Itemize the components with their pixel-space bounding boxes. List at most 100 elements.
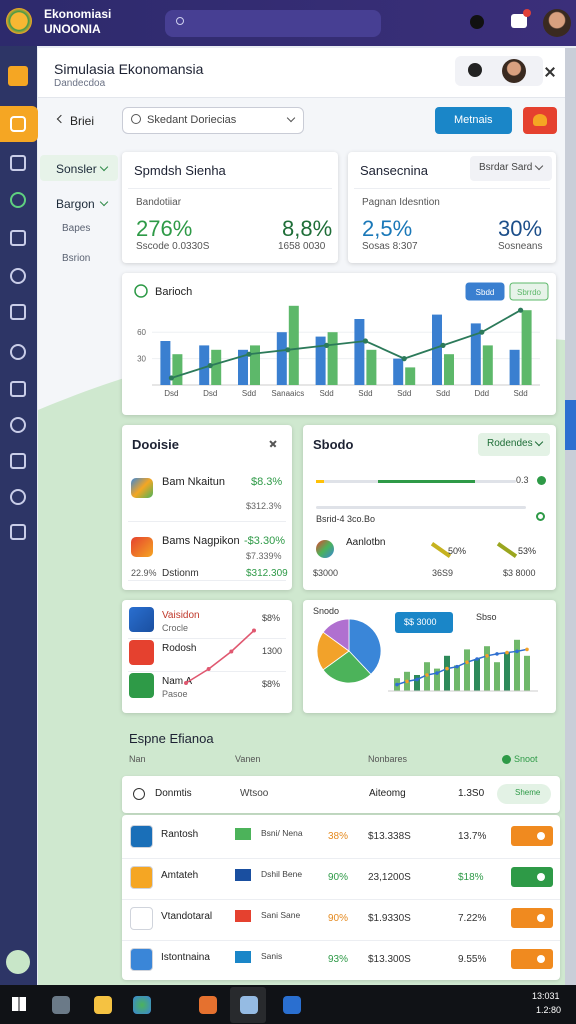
search-box[interactable] [165, 10, 381, 37]
notify-icon[interactable] [511, 14, 527, 28]
cell: 90% [328, 913, 349, 924]
bar [482, 345, 493, 385]
action-button-text[interactable]: Metnais [454, 114, 493, 126]
settings-menu[interactable] [478, 433, 550, 456]
cell: $1.9330S [368, 913, 411, 924]
trend-line [171, 309, 522, 379]
kpi-note: Sosas 8:307 [362, 241, 418, 252]
line [185, 629, 255, 684]
chart [316, 618, 382, 684]
sidebar-icon[interactable] [10, 230, 26, 246]
line-point [206, 667, 211, 671]
slider-label: Bsrid-4 3co.Bo [316, 514, 376, 524]
card-title: Sbodo [313, 437, 354, 452]
sidebar-icon[interactable] [10, 453, 26, 469]
chart: Barioch Sbdd Sbrrdo 30 60 Dsd Dsd Sdd Sanaaics Sd… [134, 282, 549, 398]
scrollbar [565, 48, 576, 985]
cell: Dshil Bene [261, 869, 303, 879]
back-link[interactable]: Briei [70, 114, 95, 128]
line-point [168, 375, 174, 381]
avatar[interactable] [543, 9, 571, 37]
sidebar-icon[interactable] [10, 381, 26, 397]
line-point [479, 329, 485, 335]
sidebar-icon[interactable] [10, 155, 26, 171]
taskbar-app[interactable] [133, 996, 151, 1014]
search-icon [176, 17, 184, 25]
row-icon [130, 866, 153, 889]
bar [521, 310, 532, 385]
row-icon [129, 640, 154, 665]
subnav-item[interactable]: Bsrion [62, 253, 91, 264]
row-action[interactable] [511, 826, 553, 846]
subnav-item[interactable]: Bapes [62, 223, 91, 234]
slider-knob[interactable] [537, 476, 546, 485]
select-box[interactable] [122, 107, 304, 134]
summary-chip[interactable] [497, 784, 551, 804]
sidebar-icon[interactable] [10, 304, 26, 320]
summary-chip-text[interactable]: Sheme [515, 788, 541, 797]
line-point [415, 677, 419, 682]
section-title: Espne Efianoa [129, 731, 214, 746]
settings-menu-text[interactable]: Rodendes [487, 438, 533, 449]
row-action-icon [537, 955, 545, 963]
row-name: Nam A [162, 676, 193, 687]
line-point [324, 342, 330, 348]
row-icon [130, 948, 153, 971]
row-icon [131, 537, 153, 557]
filter-label[interactable]: Snoot [514, 754, 538, 764]
subnav-item[interactable]: Sonsler [56, 162, 97, 176]
taskbar-app[interactable] [52, 996, 70, 1014]
kpi-menu[interactable] [470, 156, 552, 181]
bar [172, 354, 183, 385]
action-button[interactable] [435, 107, 512, 134]
badge-button[interactable] [395, 612, 453, 633]
cell: Vtandotaral [161, 911, 213, 922]
icon[interactable] [8, 66, 28, 86]
badge [523, 9, 531, 17]
sidebar-active[interactable] [0, 106, 38, 142]
taskbar-app[interactable] [283, 996, 301, 1014]
cell: Istontnaina [161, 952, 210, 963]
line-point [445, 666, 449, 671]
y-tick-label: 30 [137, 355, 146, 364]
kpi-menu-text[interactable]: Bsrdar Sard [479, 162, 533, 173]
subnav-item[interactable]: Bargon [56, 197, 95, 211]
legend-box[interactable] [509, 282, 549, 301]
sidebar-icon[interactable] [10, 417, 26, 433]
taskbar-app[interactable] [199, 996, 217, 1014]
slider-fill [378, 480, 475, 483]
row-action-icon [537, 914, 545, 922]
row-icon [131, 478, 153, 498]
start-button[interactable] [12, 997, 26, 1011]
select-text[interactable]: Skedant Doriecias [147, 114, 237, 126]
row-action[interactable] [511, 908, 553, 928]
sidebar-icon[interactable] [10, 268, 26, 284]
icon [10, 116, 26, 132]
taskbar-app[interactable] [240, 996, 258, 1014]
legend-box[interactable] [465, 282, 505, 301]
line-point [435, 671, 439, 675]
taskbar-app[interactable] [94, 996, 112, 1014]
sidebar-user[interactable] [6, 950, 30, 974]
bar [276, 332, 287, 385]
x-tick-label: Sdd [242, 389, 256, 398]
sidebar-icon[interactable] [10, 344, 26, 360]
taskbar-active [230, 987, 266, 1023]
x-tick-label: Dsd [203, 389, 217, 398]
chart-label: Sbso [476, 612, 497, 622]
list-card [122, 425, 292, 590]
sidebar-icon[interactable] [10, 192, 26, 208]
line-point [505, 650, 509, 655]
icon [133, 788, 145, 800]
line-point [485, 654, 489, 658]
row-action[interactable] [511, 949, 553, 969]
slider-knob[interactable] [536, 512, 545, 521]
badge-text[interactable]: $$ 3000 [404, 617, 437, 627]
row-action[interactable] [511, 867, 553, 887]
sidebar-icon[interactable] [10, 489, 26, 505]
icon[interactable] [470, 15, 484, 29]
row-action-icon [537, 873, 545, 881]
row-name: Rodosh [162, 643, 197, 654]
cell: Sani Sane [261, 910, 301, 920]
sidebar-icon[interactable] [10, 524, 26, 540]
